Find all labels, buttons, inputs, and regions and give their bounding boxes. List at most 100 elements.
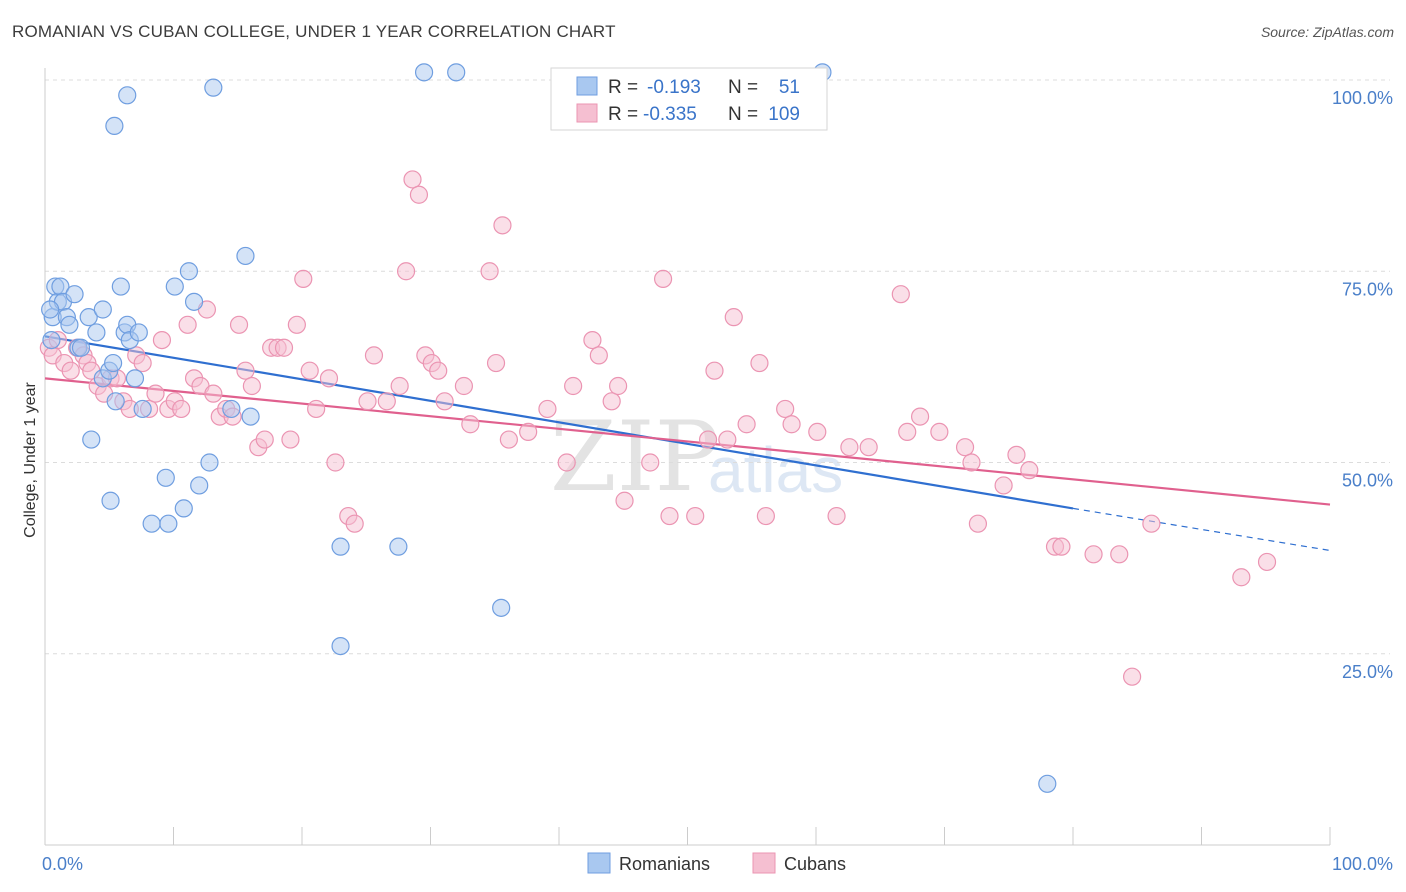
watermark-zip: ZIP [550, 401, 719, 513]
romanians-point [492, 598, 511, 617]
cubans-point [178, 315, 197, 334]
cubans-point [776, 399, 795, 419]
axes [44, 68, 1331, 846]
cubans-point [653, 269, 673, 288]
y-tick-label: 50.0% [1342, 471, 1393, 491]
cubans-point [146, 384, 165, 403]
romanians-point [179, 262, 199, 281]
cubans-point [403, 170, 422, 189]
x-tick-label-max: 100.0% [1332, 854, 1393, 874]
legend-r-label-romanians: R = [608, 77, 638, 98]
cubans-point [930, 422, 949, 441]
romanians-point [111, 277, 130, 296]
romanians-point [42, 331, 61, 350]
bottom-legend-swatch-cubans [752, 852, 776, 874]
romanians-point [331, 636, 350, 656]
cubans-point [242, 376, 261, 396]
romanians-point [174, 499, 193, 518]
cubans-point [319, 369, 339, 388]
cubans-point [891, 285, 910, 304]
legend-r-value-cubans: -0.335 [643, 104, 697, 125]
legend-r-label-cubans: R = [608, 104, 638, 125]
cubans-point [204, 384, 223, 403]
romanians-point [241, 407, 260, 426]
romanians-point [236, 246, 255, 266]
cubans-point [1257, 552, 1277, 572]
cubans-point [461, 415, 480, 434]
legend-n-value-romanians: 51 [779, 77, 800, 98]
romanians-point [104, 353, 123, 373]
cubans-point [499, 430, 518, 449]
chart-title: ROMANIAN VS CUBAN COLLEGE, UNDER 1 YEAR … [12, 22, 616, 41]
romanians-point [331, 537, 350, 556]
legend-n-label-romanians: N = [728, 77, 758, 98]
romanians-point [79, 308, 98, 327]
romanians-point [101, 491, 120, 510]
y-tick-labels: 25.0% 50.0% 75.0% 100.0% [1332, 88, 1393, 682]
cubans-point [1110, 545, 1129, 564]
bottom-legend: Romanians Cubans [587, 852, 846, 874]
legend-n-label-cubans: N = [728, 104, 758, 125]
romanians-trend-extension [1072, 507, 1331, 552]
cubans-point [358, 392, 377, 411]
y-axis-title: College, Under 1 year [22, 382, 39, 538]
romanians-point [142, 514, 161, 533]
cubans-point [345, 514, 364, 533]
cubans-point [994, 476, 1013, 495]
cubans-point [236, 361, 255, 380]
romanians-point [118, 86, 137, 105]
cubans-point [454, 376, 474, 396]
cubans-point [486, 353, 506, 373]
cubans-point [172, 399, 191, 419]
cubans-point [1084, 545, 1103, 564]
cubans-point [609, 376, 628, 396]
cubans-point [962, 453, 981, 472]
cubans-point [300, 361, 319, 380]
romanians-point [65, 285, 84, 304]
cubans-point [294, 269, 313, 288]
cubans-point [968, 514, 988, 533]
cubans-point [377, 392, 396, 411]
legend-swatch-cubans [576, 103, 598, 123]
cubans-point [61, 361, 80, 380]
romanians-point [190, 476, 209, 495]
cubans-point [1020, 461, 1039, 480]
cubans-point [737, 415, 756, 434]
romanians-point [105, 116, 124, 136]
y-tick-label: 100.0% [1332, 88, 1393, 108]
legend-swatch-romanians [576, 76, 598, 96]
cubans-point [910, 407, 930, 426]
y-tick-label: 75.0% [1342, 279, 1393, 299]
cubans-point [782, 415, 801, 434]
cubans-point [840, 438, 859, 457]
romanians-point [87, 323, 106, 342]
romanians-point [41, 300, 60, 319]
cubans-point [255, 430, 274, 449]
cubans-point [589, 346, 608, 365]
romanians-point [389, 537, 408, 556]
cubans-point [133, 353, 152, 373]
cubans-point [615, 491, 634, 510]
data-points [39, 63, 1277, 793]
cubans-point [287, 315, 306, 334]
cubans-point [390, 376, 409, 396]
cubans-point [274, 338, 294, 357]
bottom-legend-cubans: Cubans [784, 854, 846, 874]
romanians-point [156, 468, 175, 487]
cubans-point [583, 331, 602, 350]
romanians-point [414, 63, 434, 82]
cubans-point [152, 331, 172, 350]
cubans-point [724, 308, 743, 327]
romanians-point [165, 277, 184, 296]
cubans-point [435, 392, 454, 411]
cubans-point [429, 361, 448, 380]
cubans-point [1052, 537, 1071, 556]
cubans-point [538, 399, 557, 419]
bottom-legend-romanians: Romanians [619, 854, 710, 874]
source-note: Source: ZipAtlas.com [1260, 24, 1394, 40]
romanians-trend-line [44, 335, 1074, 510]
romanians-point [447, 63, 466, 82]
cubans-point [1123, 667, 1142, 686]
cubans-point [557, 453, 576, 472]
